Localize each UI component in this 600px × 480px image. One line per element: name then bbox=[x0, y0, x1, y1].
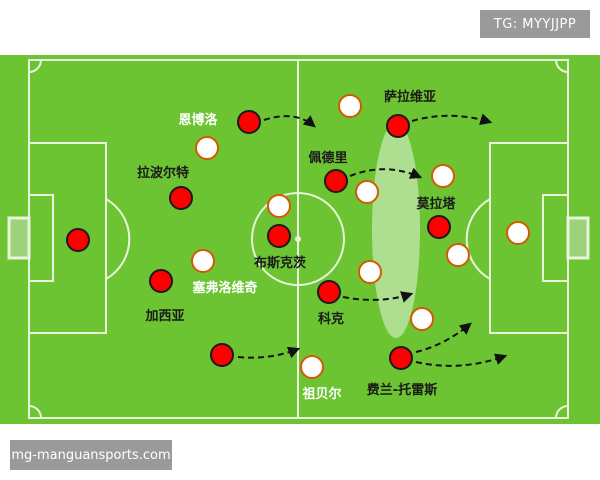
left-goal bbox=[7, 216, 31, 260]
red-player-marker bbox=[324, 169, 348, 193]
white-player-marker bbox=[338, 94, 362, 118]
players bbox=[66, 94, 530, 379]
white-player-marker bbox=[355, 180, 379, 204]
player-label: 萨拉维亚 bbox=[384, 89, 436, 105]
movement-arrows bbox=[237, 113, 508, 367]
white-player-marker bbox=[300, 355, 324, 379]
white-player-marker bbox=[431, 164, 455, 188]
player-label: 塞弗洛维奇 bbox=[192, 280, 257, 296]
right-goal bbox=[566, 216, 590, 260]
white-player-marker bbox=[506, 221, 530, 245]
highlight-zone bbox=[372, 122, 420, 338]
red-player-marker bbox=[386, 114, 410, 138]
player-label: 恩博洛 bbox=[178, 112, 218, 128]
player-label: 费兰-托雷斯 bbox=[367, 382, 437, 398]
player-label: 加西亚 bbox=[144, 309, 184, 324]
player-label: 拉波尔特 bbox=[137, 165, 189, 181]
player-label: 科克 bbox=[318, 311, 344, 327]
white-player-marker bbox=[358, 260, 382, 284]
player-labels: 恩博洛 拉波尔特 加西亚 布斯克茨 佩德里 科克 萨拉维亚 莫拉塔 费兰-托雷斯… bbox=[137, 89, 457, 402]
white-player-marker bbox=[191, 249, 215, 273]
white-player-marker bbox=[446, 243, 470, 267]
player-label: 布斯克茨 bbox=[254, 255, 307, 271]
player-label: 佩德里 bbox=[308, 150, 347, 166]
red-player-marker bbox=[317, 280, 341, 304]
red-player-marker bbox=[427, 215, 451, 239]
red-player-marker bbox=[267, 224, 291, 248]
white-player-marker bbox=[267, 194, 291, 218]
watermark-site: mg-manguansports.com bbox=[10, 440, 172, 470]
red-player-marker bbox=[149, 269, 173, 293]
red-player-marker bbox=[237, 110, 261, 134]
white-player-marker bbox=[195, 136, 219, 160]
watermark-tg: TG: MYYJJPP bbox=[480, 10, 590, 38]
white-player-marker bbox=[410, 307, 434, 331]
player-label: 祖贝尔 bbox=[301, 386, 341, 402]
red-player-marker bbox=[66, 228, 90, 252]
red-player-marker bbox=[169, 186, 193, 210]
red-player-marker bbox=[210, 343, 234, 367]
red-player-marker bbox=[389, 346, 413, 370]
player-label: 莫拉塔 bbox=[415, 196, 456, 212]
